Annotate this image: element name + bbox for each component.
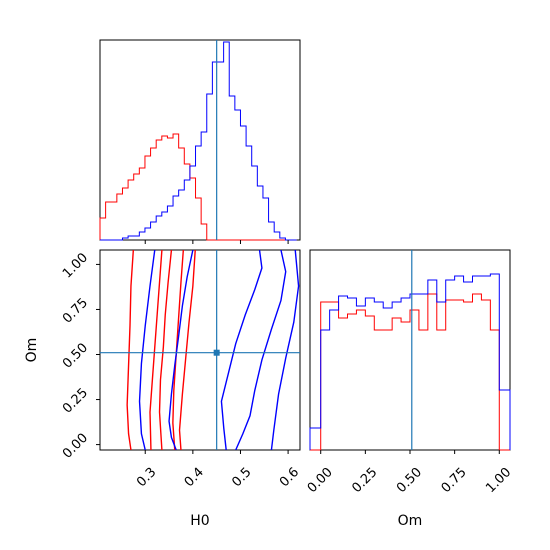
hist-Om-xtick-label-1: 0.25 bbox=[349, 465, 380, 496]
contour-ytick-label-1: 0.25 bbox=[60, 386, 91, 417]
contour-xtick-label-1: 0.4 bbox=[182, 465, 207, 490]
contour-red-line-1 bbox=[172, 250, 185, 450]
contour-blue-line-0 bbox=[220, 250, 263, 450]
contour-clip-group bbox=[100, 250, 300, 450]
contour-ytick-label-4: 1.00 bbox=[60, 250, 91, 281]
panel-hist-H0-frame bbox=[99, 39, 301, 241]
contour-red-line-4 bbox=[126, 250, 135, 450]
contour-red-line-2 bbox=[149, 250, 163, 450]
contour-xtick-label-2: 0.5 bbox=[229, 465, 254, 490]
contour-blue-line-4 bbox=[138, 250, 156, 450]
contour-xtick-label-3: 0.6 bbox=[277, 465, 302, 490]
contour-truth-marker bbox=[213, 349, 220, 356]
hist-Om-xtick-label-0: 0.00 bbox=[305, 465, 336, 496]
contour-xtick-label-0: 0.3 bbox=[134, 465, 159, 490]
hist-H0-layer bbox=[99, 40, 297, 241]
contour-layer bbox=[100, 250, 300, 450]
contour-blue-line-2 bbox=[168, 250, 194, 450]
hist-H0-red-step bbox=[99, 133, 297, 241]
hist-Om-red-step bbox=[310, 293, 510, 451]
hist-H0-blue-step bbox=[100, 41, 297, 241]
hist-Om-blue-step bbox=[309, 273, 511, 450]
contour-red-line-3 bbox=[178, 250, 196, 450]
contour-ytick-label-3: 0.75 bbox=[60, 295, 91, 326]
hist-Om-xtick-label-2: 0.50 bbox=[394, 465, 425, 496]
panel-hist-Om-frame bbox=[309, 249, 511, 451]
contour-red-line-0 bbox=[158, 250, 173, 450]
hist-Om-xtick-label-3: 0.75 bbox=[439, 465, 470, 496]
hist-Om-layer bbox=[309, 250, 511, 451]
panel-contour-frame bbox=[99, 249, 301, 451]
y-axis-label-Om: Om bbox=[24, 338, 40, 363]
x-axis-label-Om: Om bbox=[398, 513, 423, 529]
hist-Om-xtick-label-4: 1.00 bbox=[483, 465, 514, 496]
contour-blue-line-3 bbox=[270, 250, 300, 450]
contour-blue-line-1 bbox=[235, 250, 287, 450]
contour-ytick-label-2: 0.50 bbox=[60, 340, 91, 371]
x-axis-label-H0: H0 bbox=[190, 513, 209, 529]
contour-ytick-label-0: 0.00 bbox=[60, 431, 91, 462]
